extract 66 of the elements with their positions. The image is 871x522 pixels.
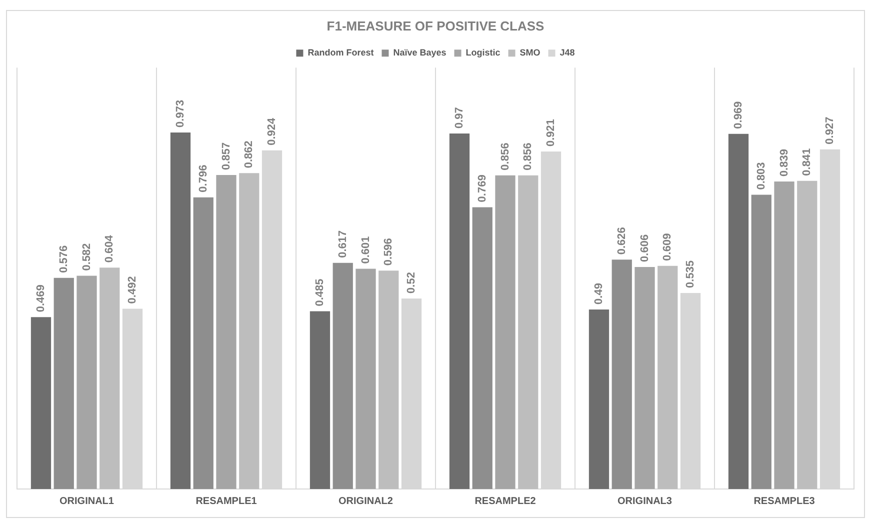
data-label: 0.606 <box>638 234 651 262</box>
legend-label: Random Forest <box>308 48 374 58</box>
bar <box>658 266 678 489</box>
data-label: 0.856 <box>522 142 534 170</box>
data-label: 0.856 <box>499 142 512 170</box>
data-label: 0.796 <box>197 164 210 192</box>
bar <box>612 260 632 489</box>
data-label: 0.492 <box>126 276 139 304</box>
data-label: 0.769 <box>476 174 488 202</box>
data-label: 0.841 <box>801 148 814 176</box>
data-label: 0.857 <box>220 142 232 170</box>
x-tick-label: ORIGINAL3 <box>618 496 672 507</box>
data-label: 0.485 <box>314 278 326 306</box>
data-label: 0.582 <box>80 243 93 271</box>
bar <box>774 182 794 489</box>
bar <box>239 173 260 489</box>
data-label: 0.862 <box>243 140 256 168</box>
data-label: 0.617 <box>336 230 349 258</box>
bar <box>54 278 74 489</box>
chart-title: F1-MEASURE OF POSITIVE CLASS <box>326 18 545 34</box>
data-label: 0.803 <box>755 162 768 190</box>
bar <box>495 175 516 489</box>
bar <box>751 194 772 489</box>
data-label: 0.601 <box>360 236 372 264</box>
x-tick-label: RESAMPLE1 <box>196 496 258 507</box>
legend-label: SMO <box>520 48 540 58</box>
bar <box>170 132 191 489</box>
bar <box>356 268 376 489</box>
data-label: 0.609 <box>662 233 674 261</box>
bar <box>728 134 749 489</box>
x-tick-label: ORIGINAL2 <box>338 496 394 507</box>
data-label: 0.49 <box>593 283 606 304</box>
data-label: 0.596 <box>382 238 395 266</box>
data-label: 0.839 <box>778 149 790 177</box>
x-tick-label: ORIGINAL1 <box>60 496 114 507</box>
data-label: 0.576 <box>58 245 70 273</box>
bar <box>76 276 97 489</box>
data-label: 0.535 <box>684 260 697 288</box>
data-label: 0.52 <box>406 272 418 294</box>
bar <box>193 197 214 489</box>
bar <box>588 309 610 489</box>
data-label: 0.469 <box>35 284 48 312</box>
data-label: 0.921 <box>545 118 558 147</box>
legend-label: Naïve Bayes <box>393 48 446 58</box>
bar <box>449 134 470 489</box>
data-label: 0.927 <box>824 116 836 144</box>
bar <box>518 175 538 489</box>
bar <box>634 266 655 489</box>
bar <box>30 317 52 489</box>
legend-label: Logistic <box>466 48 500 58</box>
data-label: 0.973 <box>174 100 187 128</box>
legend-label: J48 <box>560 48 575 58</box>
bar <box>378 270 399 489</box>
data-label: 0.969 <box>732 101 745 129</box>
bar <box>472 207 492 489</box>
data-label: 0.924 <box>266 117 278 146</box>
x-tick-label: RESAMPLE3 <box>754 496 816 507</box>
data-label: 0.604 <box>104 234 116 263</box>
bar <box>332 262 353 489</box>
bar <box>797 180 818 489</box>
x-tick-label: RESAMPLE2 <box>474 496 536 507</box>
bar <box>100 268 120 489</box>
bar <box>310 311 330 489</box>
data-label: 0.626 <box>616 227 628 255</box>
data-label: 0.97 <box>454 107 466 129</box>
bar <box>216 174 236 489</box>
